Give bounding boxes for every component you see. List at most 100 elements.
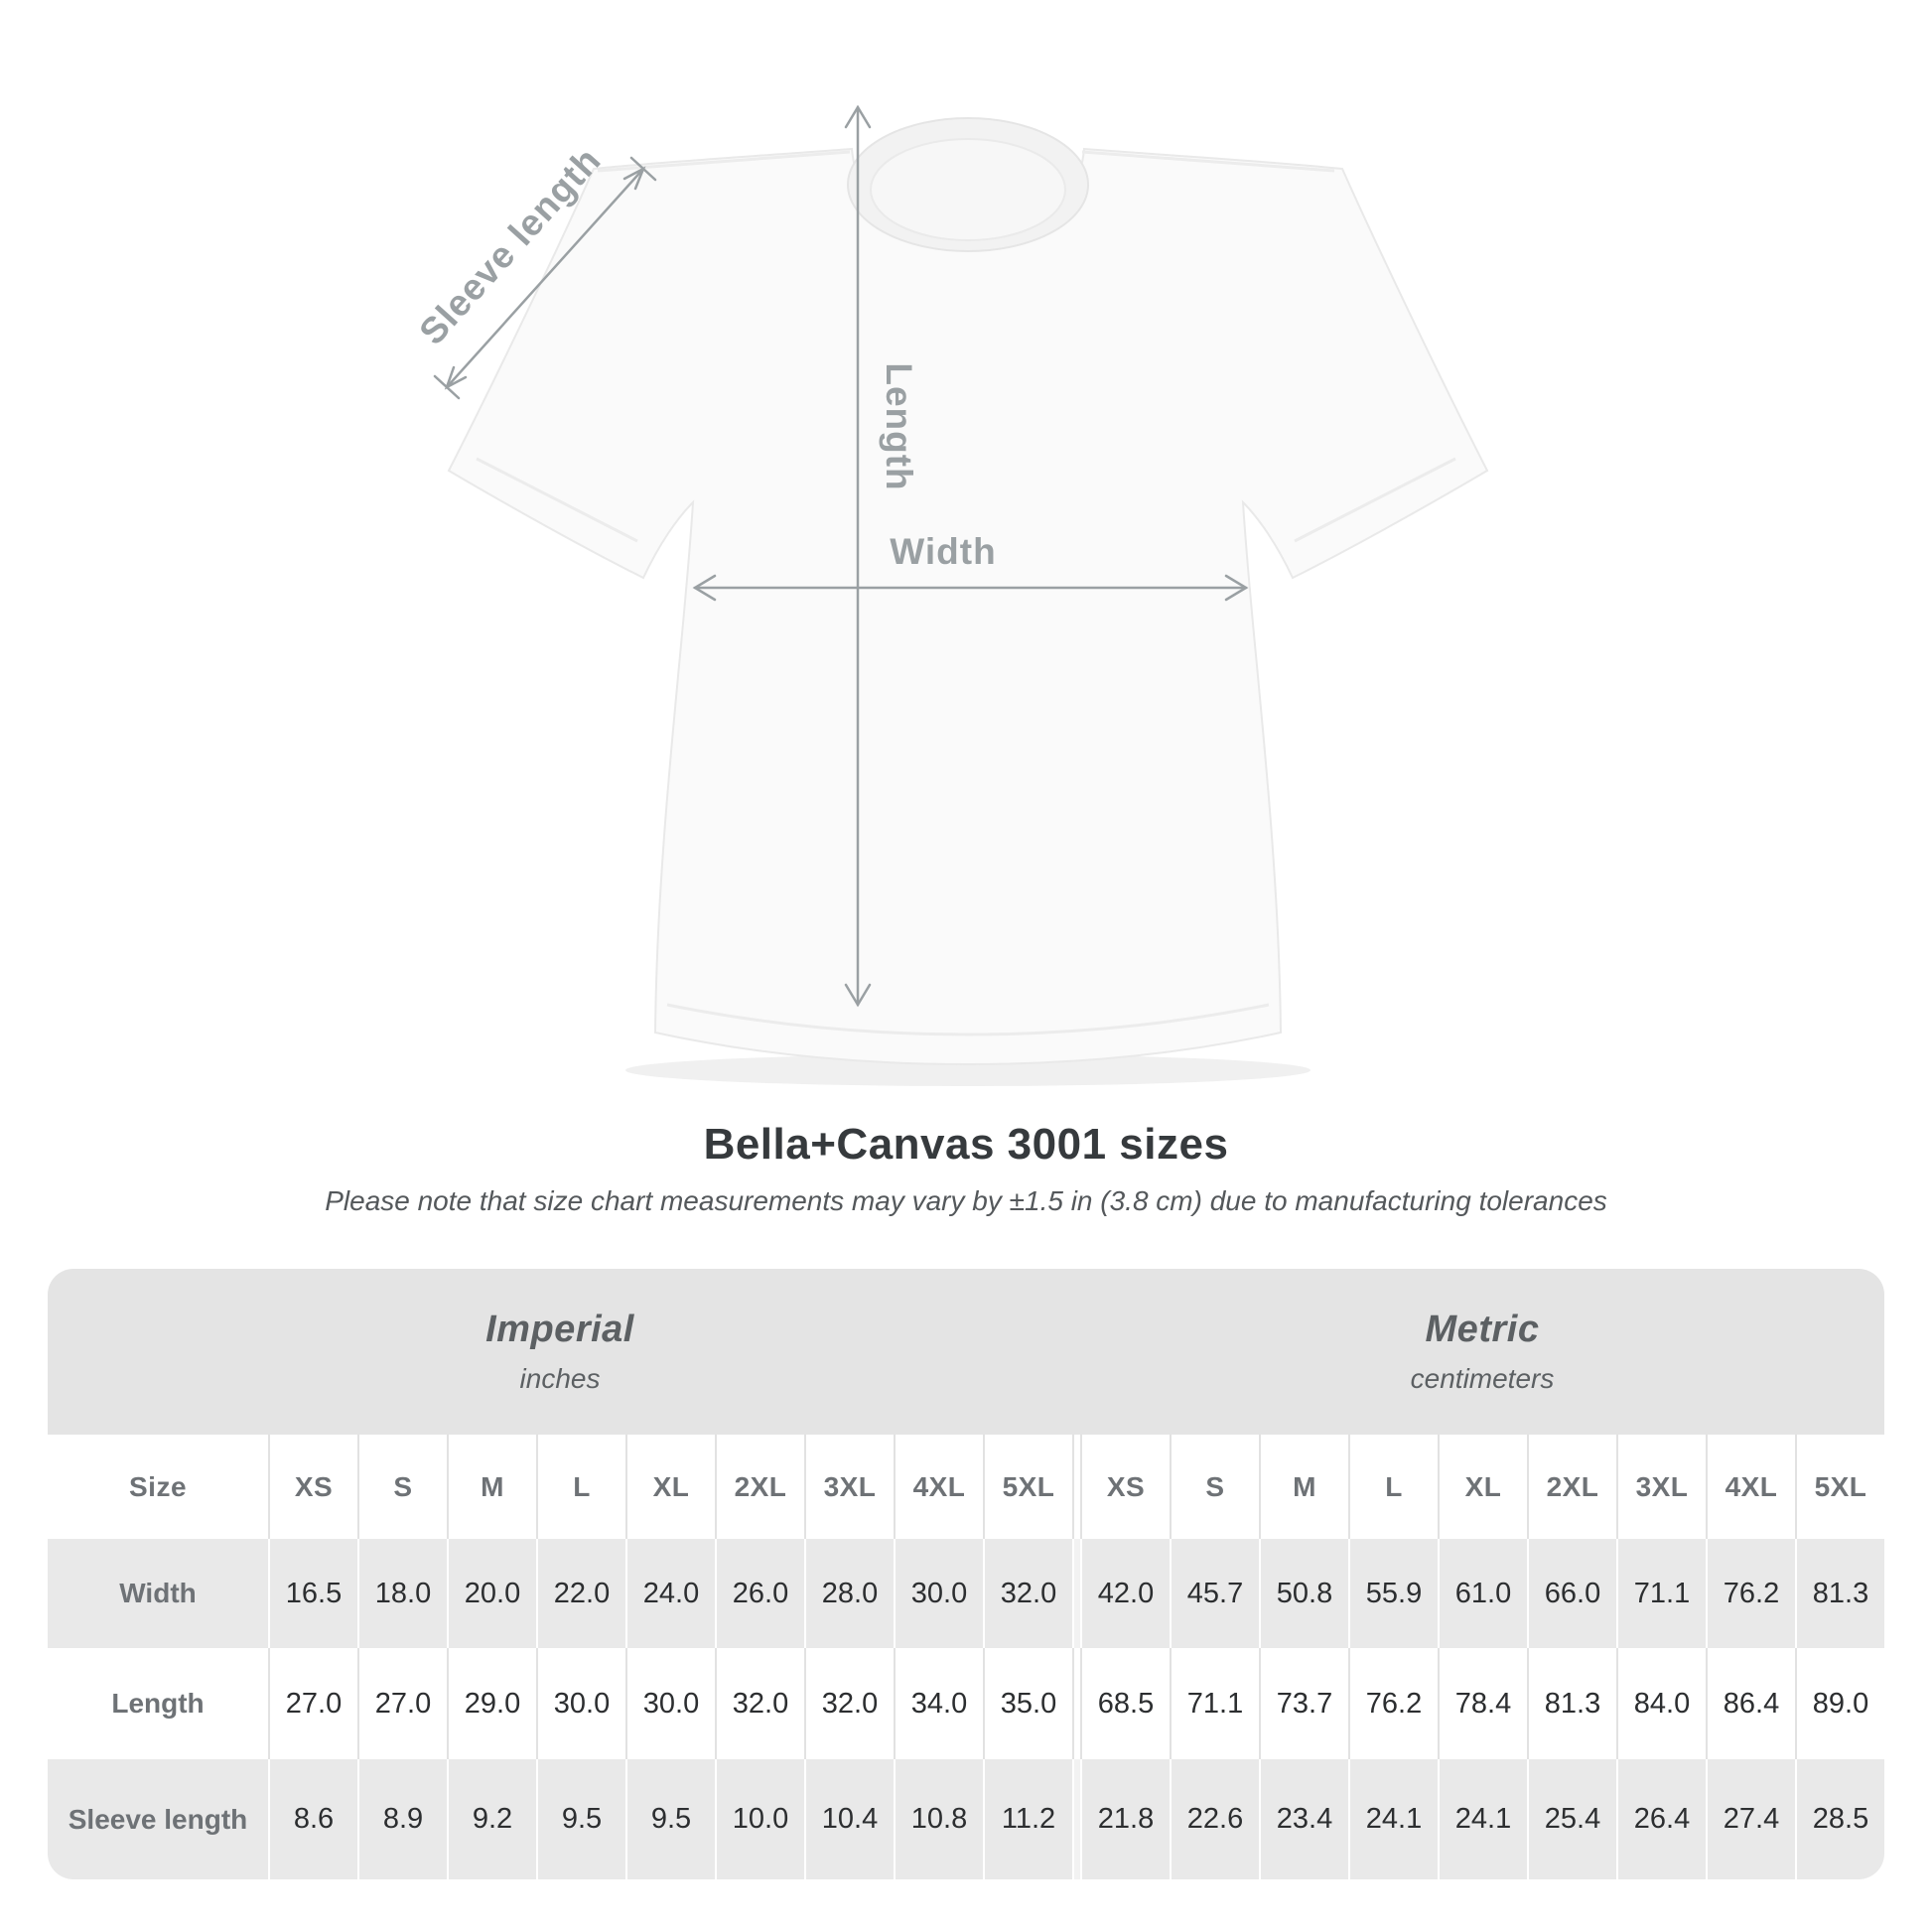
size-value-cell: 28.5 xyxy=(1795,1759,1884,1879)
size-value-cell: 30.0 xyxy=(894,1539,983,1648)
size-value-cell: 27.0 xyxy=(357,1648,447,1759)
dimension-lines xyxy=(433,104,1249,1008)
size-col-header: L xyxy=(1348,1435,1438,1539)
size-value-cell: 78.4 xyxy=(1438,1648,1527,1759)
size-col-header: 2XL xyxy=(1527,1435,1616,1539)
size-value-cell: 16.5 xyxy=(268,1539,357,1648)
size-value-cell: 10.0 xyxy=(715,1759,804,1879)
size-value-cell: 45.7 xyxy=(1170,1539,1259,1648)
size-value-cell: 8.9 xyxy=(357,1759,447,1879)
size-value-cell: 24.1 xyxy=(1348,1759,1438,1879)
size-value-cell: 20.0 xyxy=(447,1539,536,1648)
size-col-header: 3XL xyxy=(1616,1435,1706,1539)
size-value-cell: 10.4 xyxy=(804,1759,894,1879)
size-value-cell: 24.0 xyxy=(625,1539,715,1648)
size-value-cell: 42.0 xyxy=(1080,1539,1170,1648)
tshirt-seams xyxy=(476,150,1456,1036)
size-value-cell: 32.0 xyxy=(715,1648,804,1759)
size-value-cell: 32.0 xyxy=(983,1539,1072,1648)
length-row: Length 27.0 27.0 29.0 30.0 30.0 32.0 32.… xyxy=(48,1648,1884,1759)
size-col-header: XL xyxy=(625,1435,715,1539)
size-value-cell: 86.4 xyxy=(1706,1648,1795,1759)
collar-inner xyxy=(870,138,1066,241)
band-gutter xyxy=(1072,1269,1080,1435)
size-value-cell: 71.1 xyxy=(1170,1648,1259,1759)
row-label: Width xyxy=(119,1578,197,1608)
size-value-cell: 32.0 xyxy=(804,1648,894,1759)
size-value-cell: 28.0 xyxy=(804,1539,894,1648)
size-value-cell: 24.1 xyxy=(1438,1759,1527,1879)
size-value-cell: 61.0 xyxy=(1438,1539,1527,1648)
size-value-cell: 27.4 xyxy=(1706,1759,1795,1879)
size-value-cell: 76.2 xyxy=(1706,1539,1795,1648)
size-header-row: Size XS S M L XL 2XL 3XL 4XL 5XL XS S M … xyxy=(48,1435,1884,1539)
imperial-header: Imperial inches xyxy=(48,1269,1072,1435)
size-value-cell: 30.0 xyxy=(536,1648,625,1759)
size-value-cell: 22.0 xyxy=(536,1539,625,1648)
size-value-cell: 25.4 xyxy=(1527,1759,1616,1879)
group-divider xyxy=(1072,1435,1080,1539)
size-col-header: 3XL xyxy=(804,1435,894,1539)
page-title: Bella+Canvas 3001 sizes xyxy=(703,1120,1229,1169)
size-value-cell: 9.5 xyxy=(536,1759,625,1879)
imperial-unit: inches xyxy=(519,1363,601,1394)
size-col-header: 2XL xyxy=(715,1435,804,1539)
group-divider xyxy=(1072,1539,1080,1648)
metric-unit: centimeters xyxy=(1410,1363,1555,1394)
row-label: Sleeve length xyxy=(68,1803,248,1835)
heading-block: Bella+Canvas 3001 sizes Please note that… xyxy=(0,1120,1932,1217)
size-value-cell: 50.8 xyxy=(1259,1539,1348,1648)
size-value-cell: 35.0 xyxy=(983,1648,1072,1759)
metric-header: Metric centimeters xyxy=(1080,1269,1884,1435)
size-col-header: 5XL xyxy=(1795,1435,1884,1539)
width-label: Width xyxy=(890,531,996,572)
group-divider xyxy=(1072,1648,1080,1759)
size-value-cell: 21.8 xyxy=(1080,1759,1170,1879)
size-value-cell: 55.9 xyxy=(1348,1539,1438,1648)
size-value-cell: 30.0 xyxy=(625,1648,715,1759)
size-col-header: S xyxy=(357,1435,447,1539)
size-value-cell: 9.2 xyxy=(447,1759,536,1879)
size-value-cell: 26.4 xyxy=(1616,1759,1706,1879)
size-value-cell: 66.0 xyxy=(1527,1539,1616,1648)
size-value-cell: 76.2 xyxy=(1348,1648,1438,1759)
size-col-header: XS xyxy=(1080,1435,1170,1539)
size-value-cell: 18.0 xyxy=(357,1539,447,1648)
size-value-cell: 10.8 xyxy=(894,1759,983,1879)
size-value-cell: 8.6 xyxy=(268,1759,357,1879)
length-label: Length xyxy=(879,362,919,490)
size-value-cell: 81.3 xyxy=(1527,1648,1616,1759)
imperial-title: Imperial xyxy=(485,1309,634,1350)
size-value-cell: 84.0 xyxy=(1616,1648,1706,1759)
size-table: Imperial inches Metric centimeters Size … xyxy=(48,1269,1884,1879)
row-label: Length xyxy=(111,1688,205,1719)
tshirt-diagram: Sleeve length Length Width xyxy=(411,104,1489,1086)
size-value-cell: 27.0 xyxy=(268,1648,357,1759)
size-col-header: 4XL xyxy=(1706,1435,1795,1539)
size-value-cell: 29.0 xyxy=(447,1648,536,1759)
size-col-header: M xyxy=(447,1435,536,1539)
size-col-header: XS xyxy=(268,1435,357,1539)
tshirt-body xyxy=(447,147,1489,1066)
sleeve-length-row: Sleeve length 8.6 8.9 9.2 9.5 9.5 10.0 1… xyxy=(48,1759,1884,1879)
size-value-cell: 26.0 xyxy=(715,1539,804,1648)
tshirt-shadow xyxy=(625,1054,1311,1086)
metric-title: Metric xyxy=(1425,1309,1540,1350)
size-value-cell: 71.1 xyxy=(1616,1539,1706,1648)
size-value-cell: 22.6 xyxy=(1170,1759,1259,1879)
size-col-header: M xyxy=(1259,1435,1348,1539)
size-value-cell: 9.5 xyxy=(625,1759,715,1879)
size-value-cell: 73.7 xyxy=(1259,1648,1348,1759)
size-value-cell: 89.0 xyxy=(1795,1648,1884,1759)
size-value-cell: 34.0 xyxy=(894,1648,983,1759)
size-col-header: L xyxy=(536,1435,625,1539)
size-col-header: XL xyxy=(1438,1435,1527,1539)
page-subtitle: Please note that size chart measurements… xyxy=(325,1185,1607,1216)
size-header-cell: Size xyxy=(128,1470,188,1502)
width-row: Width 16.5 18.0 20.0 22.0 24.0 26.0 28.0… xyxy=(48,1539,1884,1648)
size-col-header: S xyxy=(1170,1435,1259,1539)
size-value-cell: 11.2 xyxy=(983,1759,1072,1879)
units-band: Imperial inches Metric centimeters xyxy=(48,1269,1884,1435)
size-value-cell: 68.5 xyxy=(1080,1648,1170,1759)
